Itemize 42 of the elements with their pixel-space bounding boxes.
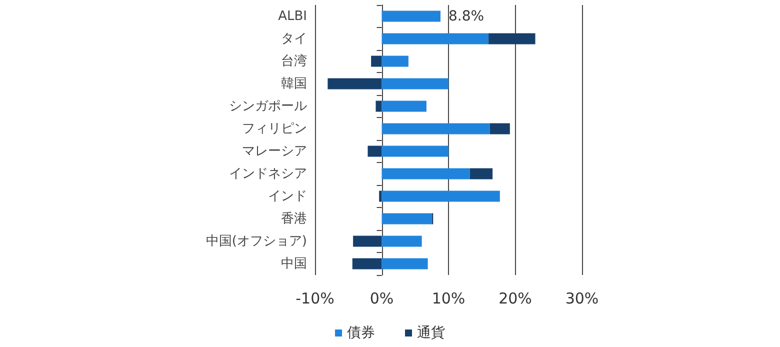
bar <box>382 123 490 134</box>
bar <box>382 213 432 224</box>
legend-label: 債券 <box>347 325 375 341</box>
bar <box>368 146 382 157</box>
bar <box>353 236 382 247</box>
x-tick-label: 10% <box>432 290 466 308</box>
data-label: 8.8% <box>448 8 484 24</box>
y-tick-label: インドネシア <box>229 166 307 182</box>
y-tick-label: 香港 <box>281 211 307 226</box>
y-tick-label: フィリピン <box>242 121 307 136</box>
x-tick-label: 20% <box>498 290 532 308</box>
y-tick-label: 韓国 <box>281 76 307 92</box>
bar <box>376 100 382 112</box>
bar <box>490 123 510 134</box>
bar <box>470 168 493 180</box>
bar <box>352 258 382 270</box>
bar <box>371 56 382 67</box>
x-tick-label: -10% <box>296 290 334 308</box>
bar <box>379 190 382 202</box>
y-tick-label: 台湾 <box>281 52 307 69</box>
bar <box>382 78 448 90</box>
legend-label: 通貨 <box>417 325 445 341</box>
x-tick-label: 0% <box>370 290 394 308</box>
bar <box>382 190 500 202</box>
x-tick-label: 30% <box>565 290 599 308</box>
bar <box>382 33 489 44</box>
bar <box>382 258 428 270</box>
y-tick-label: シンガポール <box>229 98 307 114</box>
y-tick-label: 中国 <box>281 256 307 272</box>
y-tick-label: インド <box>268 188 307 204</box>
bar <box>382 236 422 247</box>
y-tick-label: 中国(オフショア) <box>206 234 307 249</box>
bar <box>382 56 408 67</box>
y-tick-label: ALBI <box>278 8 307 24</box>
bar <box>488 33 536 44</box>
bar <box>328 78 382 90</box>
bar <box>382 10 440 22</box>
bar <box>382 100 426 112</box>
bar <box>382 168 470 180</box>
y-tick-label: マレーシア <box>242 144 307 159</box>
bar <box>382 146 448 157</box>
y-tick-label: タイ <box>281 31 307 46</box>
